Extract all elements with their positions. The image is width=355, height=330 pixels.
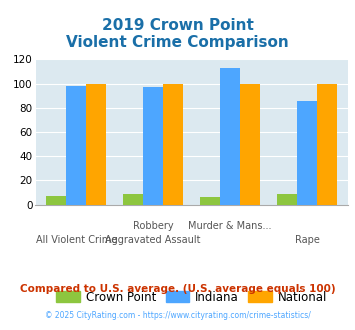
Bar: [297, 101, 317, 205]
Bar: [220, 68, 240, 205]
Bar: [200, 197, 220, 205]
Text: © 2025 CityRating.com - https://www.cityrating.com/crime-statistics/: © 2025 CityRating.com - https://www.city…: [45, 312, 310, 320]
Bar: [163, 83, 183, 205]
Text: All Violent Crime: All Violent Crime: [36, 235, 117, 245]
Bar: [277, 194, 297, 205]
Bar: [317, 83, 337, 205]
Bar: [66, 86, 86, 205]
Bar: [47, 196, 66, 205]
Bar: [123, 194, 143, 205]
Text: Rape: Rape: [295, 235, 320, 245]
Legend: Crown Point, Indiana, National: Crown Point, Indiana, National: [51, 286, 332, 309]
Text: Aggravated Assault: Aggravated Assault: [105, 235, 201, 245]
Bar: [86, 83, 106, 205]
Bar: [240, 83, 260, 205]
Text: Murder & Mans...: Murder & Mans...: [189, 221, 272, 231]
Text: Compared to U.S. average. (U.S. average equals 100): Compared to U.S. average. (U.S. average …: [20, 284, 335, 294]
Text: Robbery: Robbery: [133, 221, 174, 231]
Text: 2019 Crown Point: 2019 Crown Point: [102, 18, 253, 33]
Text: Violent Crime Comparison: Violent Crime Comparison: [66, 35, 289, 50]
Bar: [143, 87, 163, 205]
